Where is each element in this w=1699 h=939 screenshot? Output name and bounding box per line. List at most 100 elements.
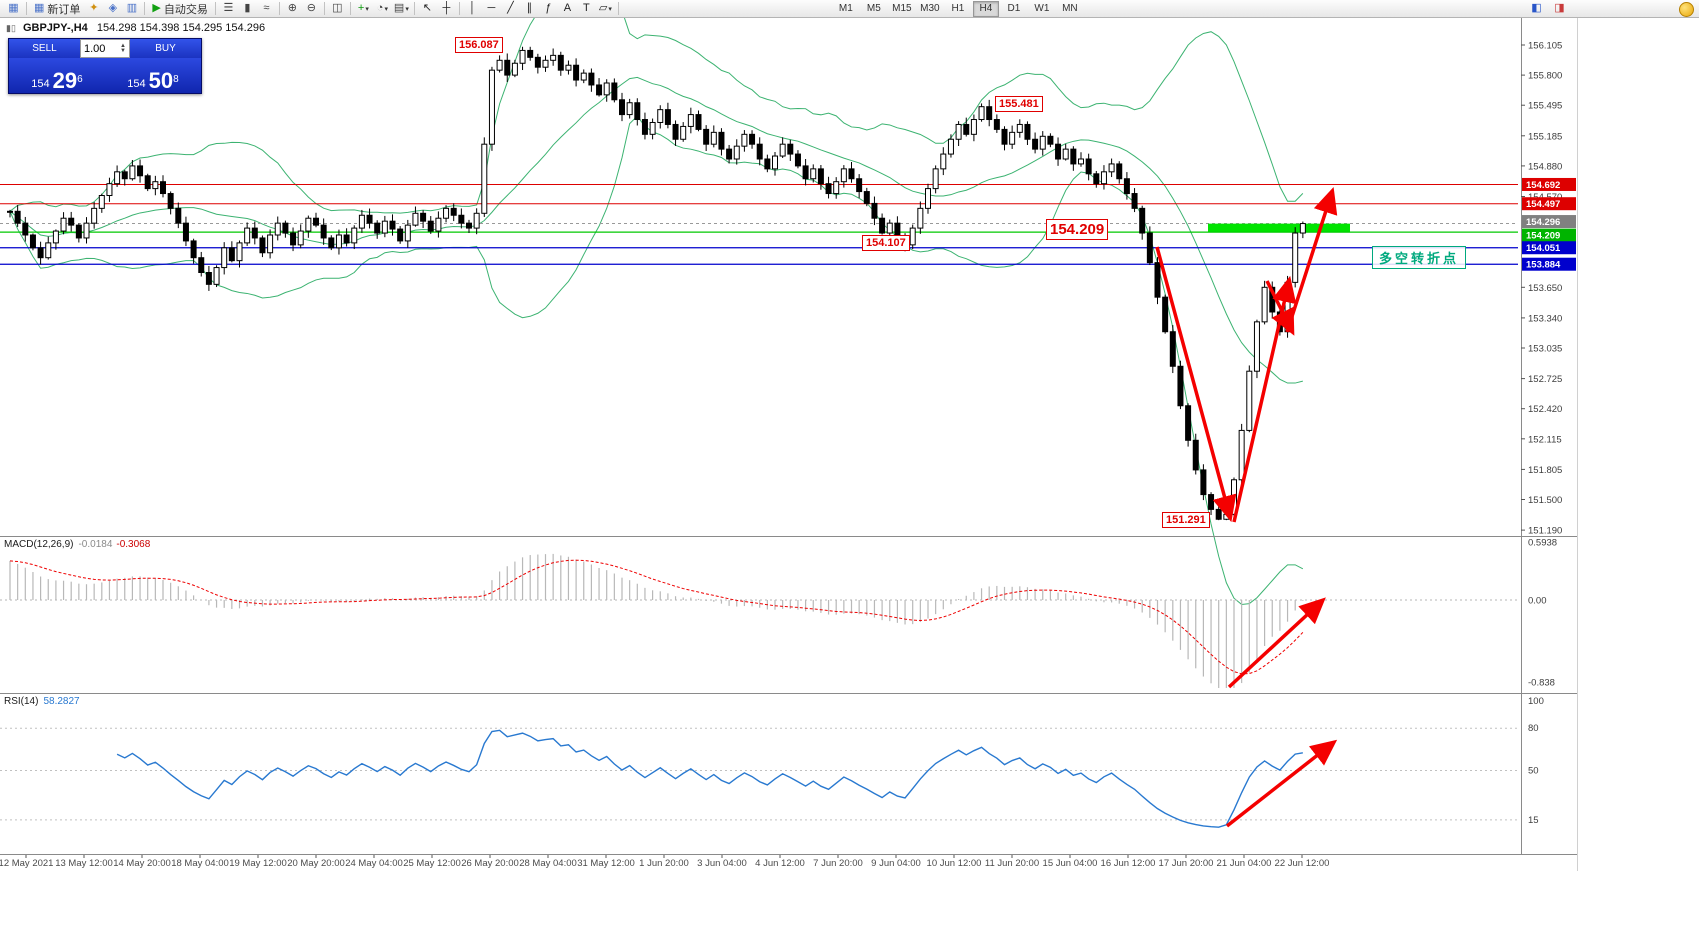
price-callout[interactable]: 155.481: [995, 96, 1043, 112]
new-chart-icon[interactable]: ▦: [4, 1, 23, 16]
svg-text:25 May 12:00: 25 May 12:00: [403, 858, 461, 869]
candlestick-chart-icon[interactable]: ▮: [238, 1, 257, 16]
svg-text:100: 100: [1528, 696, 1544, 707]
sell-price[interactable]: 154 29 6: [9, 58, 105, 93]
svg-text:9 Jun 04:00: 9 Jun 04:00: [871, 858, 921, 869]
indicators-icon: +: [357, 2, 365, 14]
timeframe-button-W1[interactable]: W1: [1034, 3, 1050, 14]
text-icon: A: [563, 2, 572, 14]
macd-value-1: -0.0184: [78, 539, 113, 550]
line-chart-icon[interactable]: ≈: [257, 1, 276, 16]
autotrade-icon: ▶: [152, 2, 161, 14]
chart-shift-icon: ◧: [1531, 2, 1542, 14]
zoom-in-icon[interactable]: ⊕: [283, 1, 302, 16]
shapes-icon[interactable]: ▱ ▾: [596, 1, 615, 16]
channel-icon: ∥: [526, 2, 533, 14]
turning-point-note[interactable]: 多空转折点: [1372, 246, 1467, 269]
indicators-icon[interactable]: + ▾: [354, 1, 373, 16]
horizontal-line-icon[interactable]: ─: [482, 1, 501, 16]
app-corner-icon[interactable]: [1679, 2, 1694, 17]
volume-input[interactable]: 1.00 ▲ ▼: [80, 39, 130, 58]
svg-text:152.420: 152.420: [1528, 404, 1562, 415]
timeframe-button-M15[interactable]: M15: [892, 3, 912, 14]
timeframe-button-H4[interactable]: H4: [972, 0, 999, 17]
shapes-icon: ▱: [598, 2, 608, 14]
buy-button[interactable]: BUY: [130, 39, 201, 58]
buy-price-prefix: 154: [127, 78, 146, 90]
svg-text:154.296: 154.296: [1526, 217, 1560, 228]
text-icon[interactable]: A: [558, 1, 577, 16]
svg-text:152.725: 152.725: [1528, 374, 1562, 385]
toolbar-separator: [214, 2, 216, 15]
svg-text:152.115: 152.115: [1528, 434, 1562, 445]
timeframe-button-MN[interactable]: MN: [1062, 3, 1078, 14]
toolbar-separator: [617, 2, 619, 15]
navigator-icon: ▥: [126, 2, 138, 14]
zoom-out-icon[interactable]: ⊖: [302, 1, 321, 16]
price-callout[interactable]: 154.209: [1046, 219, 1109, 240]
timeframe-button-M30[interactable]: M30: [920, 3, 940, 14]
step-down-icon[interactable]: ▼: [120, 47, 126, 54]
new-order-button[interactable]: ▦ 新订单: [30, 1, 84, 16]
svg-text:11 Jun 20:00: 11 Jun 20:00: [985, 858, 1039, 869]
label-icon[interactable]: T: [577, 1, 596, 16]
periods-icon[interactable]: ◔ ▾: [373, 1, 392, 16]
caret-icon: ▾: [608, 5, 612, 13]
price-axis[interactable]: 156.105155.800155.495155.185154.880154.5…: [1521, 41, 1576, 826]
navigator-icon[interactable]: ▥: [122, 1, 141, 16]
svg-text:155.495: 155.495: [1528, 101, 1562, 112]
bar-chart-icon[interactable]: ☰: [219, 1, 238, 16]
svg-text:0.00: 0.00: [1528, 596, 1547, 607]
line-chart-icon: ≈: [263, 2, 270, 14]
step-up-icon[interactable]: ▲: [120, 42, 126, 49]
macd-panel: [0, 553, 1518, 688]
channel-icon[interactable]: ∥: [520, 1, 539, 16]
fibonacci-icon[interactable]: ƒ: [539, 1, 558, 16]
svg-text:10 Jun 12:00: 10 Jun 12:00: [927, 858, 982, 869]
trendline-icon[interactable]: ╱: [501, 1, 520, 16]
timeframe-button-M5[interactable]: M5: [866, 3, 881, 14]
volume-stepper[interactable]: ▲ ▼: [120, 42, 126, 54]
svg-text:154.051: 154.051: [1526, 243, 1561, 254]
autotrade-button[interactable]: ▶ 自动交易: [148, 1, 211, 16]
timeframe-button-H1[interactable]: H1: [951, 3, 965, 14]
zoom-in-icon: ⊕: [287, 2, 297, 14]
cursor-icon: ↖: [422, 2, 432, 14]
svg-text:156.105: 156.105: [1528, 41, 1562, 52]
chart-title: ▮▯ GBPJPY-,H4 154.298 154.398 154.295 15…: [6, 22, 265, 34]
price-callout[interactable]: 156.087: [455, 37, 503, 53]
svg-text:154.692: 154.692: [1526, 180, 1560, 191]
autotrade-button-label: 自动交易: [163, 3, 208, 16]
sell-price-point: 6: [77, 74, 83, 85]
svg-text:4 Jun 12:00: 4 Jun 12:00: [755, 858, 805, 869]
crosshair-icon[interactable]: ┼: [437, 1, 456, 16]
price-callout[interactable]: 154.107: [862, 235, 910, 251]
price-callout[interactable]: 151.291: [1162, 512, 1210, 528]
sell-button[interactable]: SELL: [9, 39, 80, 58]
svg-text:28 May 04:00: 28 May 04:00: [519, 858, 577, 869]
chart-shift-icon[interactable]: ◧: [1527, 1, 1546, 16]
trend-arrows[interactable]: [1155, 187, 1338, 828]
vertical-line-icon[interactable]: │: [463, 1, 482, 16]
svg-text:18 May 04:00: 18 May 04:00: [171, 858, 229, 869]
templates-icon[interactable]: ▤ ▾: [392, 1, 411, 16]
time-axis[interactable]: 12 May 2021 13 May 12:00 14 May 20:00 18 Ma…: [0, 855, 1329, 869]
svg-text:154.880: 154.880: [1528, 161, 1562, 172]
green-highlight-bar[interactable]: [1208, 223, 1350, 232]
buy-price[interactable]: 154 50 8: [105, 58, 201, 93]
cursor-icon[interactable]: ↖: [418, 1, 437, 16]
data-window-icon[interactable]: ◈: [103, 1, 122, 16]
svg-text:15: 15: [1528, 815, 1539, 826]
alerts-icon[interactable]: ◨: [1550, 1, 1569, 16]
macd-title: MACD(12,26,9): [4, 539, 74, 550]
tile-windows-icon[interactable]: ◫: [328, 1, 347, 16]
market-watch-icon[interactable]: ✦: [84, 1, 103, 16]
svg-text:16 Jun 12:00: 16 Jun 12:00: [1101, 858, 1156, 869]
vertical-line-icon: │: [468, 2, 476, 14]
caret-icon: ▾: [384, 5, 388, 13]
timeframe-button-M1[interactable]: M1: [838, 3, 853, 14]
timeframe-button-D1[interactable]: D1: [1007, 3, 1021, 14]
buy-price-point: 8: [173, 74, 179, 85]
